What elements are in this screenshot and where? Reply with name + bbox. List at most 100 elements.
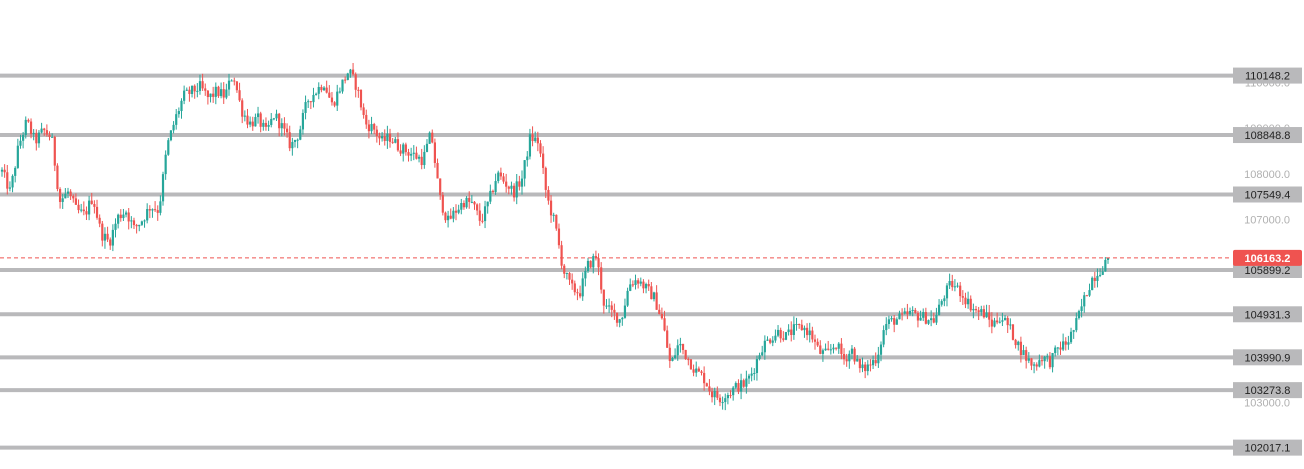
candle-body: [695, 368, 698, 373]
candle-body: [1003, 317, 1007, 321]
candle-body: [845, 359, 848, 362]
candle-body: [394, 139, 397, 143]
candle-body: [167, 140, 170, 155]
candle-body: [800, 324, 803, 331]
candle-body: [1011, 324, 1015, 340]
candle-body: [866, 364, 869, 372]
candle-body: [262, 122, 265, 127]
candle-body: [988, 312, 991, 320]
candle-body: [998, 321, 1001, 323]
candle-body: [927, 320, 930, 324]
candle-body: [1056, 347, 1059, 349]
candle-body: [856, 358, 859, 362]
candle-body: [758, 355, 761, 360]
candle-body: [344, 79, 347, 81]
candle-body: [1096, 275, 1099, 281]
candle-body: [396, 139, 400, 151]
candle-body: [153, 209, 157, 211]
candle-body: [225, 89, 228, 98]
candle-body: [1046, 356, 1049, 358]
candle-body: [534, 137, 537, 142]
candle-body: [465, 197, 468, 208]
candle-body: [43, 128, 46, 131]
candle-body: [1035, 364, 1038, 367]
level-label-bg: [1233, 382, 1302, 399]
candle-body: [61, 198, 64, 202]
candle-body: [747, 375, 751, 379]
candle-body: [555, 214, 558, 229]
level-label: 107549.4: [1245, 189, 1291, 201]
candle-body: [1043, 356, 1046, 362]
candle-body: [32, 132, 35, 135]
candle-body: [6, 172, 9, 189]
candle-body: [193, 85, 196, 92]
candle-body: [264, 122, 268, 127]
candle-body: [930, 318, 933, 321]
candle-body: [916, 312, 920, 321]
candle-body: [565, 272, 568, 274]
candle-body: [1088, 290, 1091, 296]
candle-body: [378, 135, 381, 139]
candle-body: [877, 354, 880, 364]
candle-body: [750, 373, 753, 376]
candle-body: [1032, 364, 1036, 366]
candle-body: [1093, 277, 1096, 281]
candle-body: [969, 298, 972, 311]
candle-body: [449, 215, 452, 219]
candle-body: [370, 124, 373, 132]
candle-body: [571, 279, 574, 284]
level-label-bg: [1233, 349, 1302, 366]
candle-body: [1083, 295, 1086, 307]
candle-body: [724, 398, 727, 403]
candle-body: [135, 225, 138, 227]
candle-body: [528, 134, 532, 157]
candle-body: [69, 191, 72, 196]
level-label: 108848.8: [1245, 130, 1291, 142]
candle-body: [241, 100, 244, 117]
candle-body: [547, 189, 550, 201]
candle-body: [980, 309, 983, 313]
candle-body: [1062, 341, 1065, 350]
candle-body: [446, 215, 450, 221]
candle-body: [850, 348, 854, 354]
candle-body: [705, 383, 708, 387]
candle-body: [940, 301, 943, 305]
candle-body: [658, 309, 661, 315]
candle-body: [439, 178, 442, 195]
candle-body: [1001, 320, 1004, 322]
candle-body: [697, 368, 700, 372]
candle-body: [246, 115, 249, 125]
candle-body: [906, 311, 909, 315]
candle-body: [518, 181, 521, 187]
candle-body: [357, 89, 360, 91]
candle-body: [48, 134, 51, 137]
candle-body: [811, 330, 814, 340]
candle-body: [663, 318, 666, 331]
support-resistance-levels: [0, 73, 1234, 450]
candle-body: [491, 190, 495, 192]
candle-body: [713, 391, 716, 398]
candle-body: [592, 256, 595, 268]
candle-body: [40, 128, 43, 133]
candle-body: [584, 270, 587, 279]
candle-body: [233, 80, 236, 82]
candle-body: [1030, 358, 1033, 366]
candle-body: [1025, 350, 1028, 361]
candle-body: [700, 371, 703, 373]
candle-body: [151, 209, 154, 211]
candle-body: [373, 124, 376, 130]
candle-body: [365, 114, 368, 125]
candle-body: [639, 281, 642, 284]
candle-body: [816, 341, 819, 346]
candle-body: [893, 318, 896, 325]
candle-body: [666, 330, 669, 348]
candle-body: [1048, 356, 1052, 368]
candle-body: [212, 93, 215, 97]
level-label: 104931.3: [1245, 309, 1291, 321]
candle-body: [882, 330, 885, 345]
candle-body: [755, 359, 759, 374]
candle-body: [420, 156, 423, 166]
candle-body: [412, 152, 415, 154]
candle-body: [417, 156, 421, 159]
